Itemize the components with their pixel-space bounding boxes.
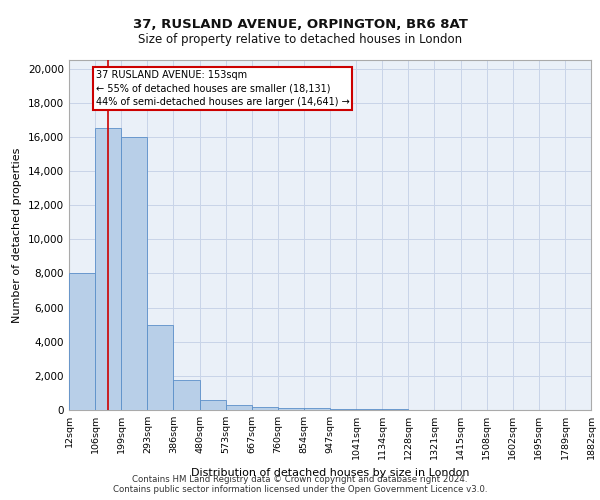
Y-axis label: Number of detached properties: Number of detached properties — [13, 148, 22, 322]
Bar — [226, 406, 252, 410]
Bar — [121, 137, 148, 410]
Bar — [252, 407, 278, 410]
Bar — [304, 408, 330, 410]
Bar — [69, 272, 95, 410]
Bar — [200, 400, 226, 410]
Bar — [278, 408, 304, 410]
Bar — [173, 380, 200, 410]
Text: Size of property relative to detached houses in London: Size of property relative to detached ho… — [138, 32, 462, 46]
Bar — [330, 409, 356, 410]
Bar — [356, 409, 382, 410]
Bar — [148, 324, 173, 410]
Text: Contains public sector information licensed under the Open Government Licence v3: Contains public sector information licen… — [113, 484, 487, 494]
Text: 37, RUSLAND AVENUE, ORPINGTON, BR6 8AT: 37, RUSLAND AVENUE, ORPINGTON, BR6 8AT — [133, 18, 467, 30]
Bar — [95, 128, 121, 410]
X-axis label: Distribution of detached houses by size in London: Distribution of detached houses by size … — [191, 468, 469, 477]
Text: 37 RUSLAND AVENUE: 153sqm
← 55% of detached houses are smaller (18,131)
44% of s: 37 RUSLAND AVENUE: 153sqm ← 55% of detac… — [95, 70, 349, 106]
Text: Contains HM Land Registry data © Crown copyright and database right 2024.: Contains HM Land Registry data © Crown c… — [132, 475, 468, 484]
